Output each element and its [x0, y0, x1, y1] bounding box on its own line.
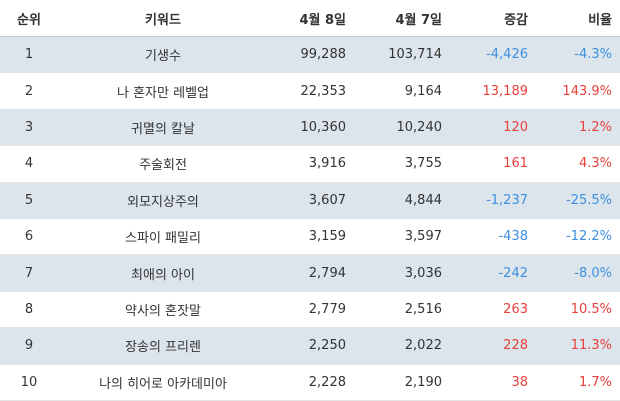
- cell-ratio: 1.2%: [578, 119, 612, 135]
- cell-apr8: 3,916: [308, 156, 346, 172]
- cell-ratio: -4.3%: [574, 47, 612, 63]
- cell-apr7: 2,190: [404, 374, 442, 390]
- cell-apr7: 103,714: [388, 47, 442, 63]
- header-rank: 순위: [0, 0, 58, 37]
- table-header: 순위 키워드 4월 8일 4월 7일 증감 비율: [0, 0, 620, 37]
- cell-apr8: 2,794: [308, 265, 346, 281]
- cell-apr7: 4,844: [404, 192, 442, 208]
- cell-ratio: -25.5%: [566, 192, 612, 208]
- cell-rank: 7: [24, 265, 34, 281]
- cell-change: 38: [511, 374, 528, 390]
- cell-change: 263: [503, 301, 528, 317]
- cell-apr7: 2,516: [404, 301, 442, 317]
- cell-change: 161: [503, 156, 528, 172]
- cell-apr8: 3,607: [308, 192, 346, 208]
- cell-ratio: 10.5%: [570, 301, 612, 317]
- cell-apr8: 10,360: [300, 119, 347, 135]
- cell-ratio: 4.3%: [578, 156, 612, 172]
- table-row: 3 귀멸의 칼날 10,360 10,240 120 1.2%: [0, 109, 620, 146]
- cell-apr8: 2,228: [308, 374, 346, 390]
- cell-apr7: 3,597: [404, 229, 442, 245]
- cell-apr7: 3,755: [404, 156, 442, 172]
- cell-keyword: 나 혼자만 레벨업: [117, 85, 209, 101]
- header-row: 순위 키워드 4월 8일 4월 7일 증감 비율: [0, 0, 620, 37]
- cell-keyword: 약사의 혼잣말: [125, 303, 201, 319]
- cell-keyword: 장송의 프리렌: [125, 340, 201, 356]
- cell-ratio: 143.9%: [562, 83, 612, 99]
- cell-ratio: 11.3%: [570, 338, 612, 354]
- table-row: 8 약사의 혼잣말 2,779 2,516 263 10.5%: [0, 291, 620, 328]
- header-apr8: 4월 8일: [268, 0, 354, 37]
- cell-change: -4,426: [486, 47, 528, 63]
- cell-change: -438: [498, 229, 528, 245]
- cell-keyword: 최애의 아이: [131, 267, 195, 283]
- cell-rank: 8: [24, 301, 34, 317]
- cell-apr8: 99,288: [300, 47, 347, 63]
- cell-keyword: 나의 히어로 아카데미아: [99, 376, 227, 392]
- table-row: 1 기생수 99,288 103,714 -4,426 -4.3%: [0, 36, 620, 73]
- cell-keyword: 주술회전: [139, 158, 187, 174]
- cell-apr7: 2,022: [404, 338, 442, 354]
- cell-apr8: 3,159: [308, 229, 346, 245]
- table-row: 5 외모지상주의 3,607 4,844 -1,237 -25.5%: [0, 182, 620, 219]
- table-row: 2 나 혼자만 레벨업 22,353 9,164 13,189 143.9%: [0, 73, 620, 110]
- cell-change: -242: [498, 265, 528, 281]
- header-apr7: 4월 7일: [354, 0, 450, 37]
- cell-change: -1,237: [486, 192, 528, 208]
- cell-keyword: 스파이 패밀리: [125, 231, 201, 247]
- table-body: 1 기생수 99,288 103,714 -4,426 -4.3% 2 나 혼자만 레벨업 22…: [0, 36, 620, 401]
- table-row: 10 나의 히어로 아카데미아 2,228 2,190 38 1.7%: [0, 364, 620, 401]
- cell-rank: 6: [24, 229, 34, 245]
- cell-ratio: -8.0%: [574, 265, 612, 281]
- cell-rank: 5: [24, 192, 34, 208]
- cell-change: 13,189: [482, 83, 529, 99]
- cell-apr7: 3,036: [404, 265, 442, 281]
- cell-rank: 10: [20, 374, 38, 390]
- cell-apr8: 2,250: [308, 338, 346, 354]
- header-ratio: 비율: [536, 0, 620, 37]
- cell-rank: 1: [24, 47, 34, 63]
- cell-apr8: 2,779: [308, 301, 346, 317]
- cell-keyword: 귀멸의 칼날: [131, 121, 195, 137]
- header-change: 증감: [450, 0, 536, 37]
- cell-apr7: 9,164: [404, 83, 442, 99]
- table-row: 7 최애의 아이 2,794 3,036 -242 -8.0%: [0, 254, 620, 292]
- cell-apr8: 22,353: [300, 83, 347, 99]
- cell-rank: 9: [24, 338, 34, 354]
- cell-apr7: 10,240: [396, 119, 443, 135]
- cell-change: 228: [503, 338, 528, 354]
- table-row: 9 장송의 프리렌 2,250 2,022 228 11.3%: [0, 327, 620, 365]
- cell-ratio: 1.7%: [578, 374, 612, 390]
- cell-rank: 2: [24, 83, 34, 99]
- cell-change: 120: [503, 119, 528, 135]
- cell-rank: 4: [24, 156, 34, 172]
- header-keyword: 키워드: [58, 0, 268, 37]
- cell-keyword: 외모지상주의: [127, 194, 199, 210]
- table-row: 6 스파이 패밀리 3,159 3,597 -438 -12.2%: [0, 218, 620, 255]
- cell-rank: 3: [24, 119, 34, 135]
- table-row: 4 주술회전 3,916 3,755 161 4.3%: [0, 146, 620, 183]
- cell-ratio: -12.2%: [566, 229, 612, 245]
- cell-keyword: 기생수: [145, 49, 181, 65]
